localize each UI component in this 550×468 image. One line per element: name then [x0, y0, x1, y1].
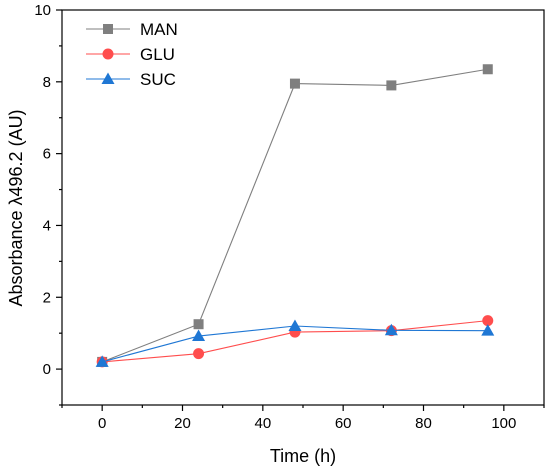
y-tick-label: 4: [43, 217, 51, 234]
series-suc: [95, 319, 495, 367]
x-tick-label: 60: [335, 415, 352, 432]
axis-ticks: 0 20 40 60 80 100 0 2 4 6 8 10: [34, 2, 545, 432]
data-point-man: [193, 319, 204, 330]
legend-label-man: MAN: [140, 20, 178, 39]
plot-frame: [61, 9, 545, 406]
series-layer: [95, 64, 495, 368]
legend-marker-man: [103, 24, 113, 34]
x-tick-label: 40: [254, 415, 271, 432]
series-line-man: [101, 68, 488, 363]
x-tick-label: 80: [415, 415, 432, 432]
data-point-suc: [384, 323, 398, 336]
legend: MAN GLU SUC: [86, 20, 178, 89]
x-tick-label: 20: [174, 415, 191, 432]
data-point-glu: [193, 348, 205, 360]
data-point-suc: [288, 319, 302, 331]
data-point-glu: [482, 315, 494, 327]
legend-marker-glu: [102, 48, 114, 60]
data-point-man: [289, 78, 300, 89]
data-point-man: [386, 80, 397, 91]
y-tick-label: 6: [43, 146, 51, 163]
y-tick-label: 0: [43, 361, 51, 378]
legend-label-suc: SUC: [140, 70, 176, 89]
y-axis-title: Absorbance λ496.2 (AU): [6, 109, 26, 306]
y-tick-label: 10: [34, 2, 51, 19]
y-tick-label: 2: [43, 289, 51, 306]
x-tick-label: 100: [491, 415, 516, 432]
x-tick-label: 0: [98, 415, 106, 432]
data-point-suc: [192, 329, 206, 342]
legend-marker-suc: [101, 72, 115, 84]
y-tick-label: 8: [43, 74, 51, 91]
data-point-man: [482, 64, 493, 75]
x-axis-title: Time (h): [270, 446, 336, 466]
legend-label-glu: GLU: [140, 45, 175, 64]
data-point-suc: [95, 355, 109, 367]
data-point-suc: [481, 324, 495, 336]
